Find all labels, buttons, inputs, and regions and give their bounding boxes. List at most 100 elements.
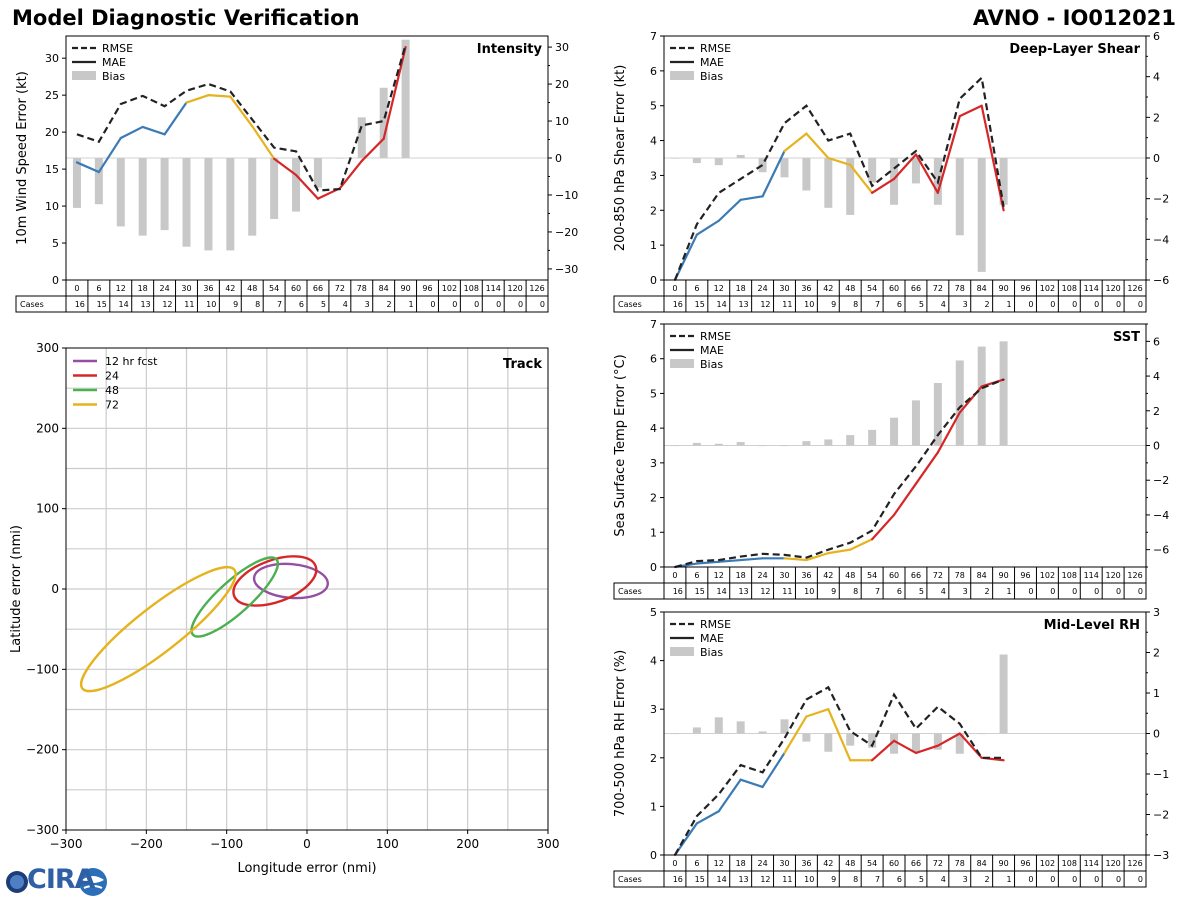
mae-line-segment (936, 411, 961, 454)
x-tick-label: −300 (50, 837, 83, 851)
y-tick-label: 0 (650, 561, 657, 574)
bias-bar (401, 39, 410, 158)
y2-tick-label: −10 (555, 189, 578, 202)
y-tick-label: 3 (650, 457, 657, 470)
case-count: 2 (387, 300, 392, 309)
case-count: 9 (831, 300, 836, 309)
forecast-hour-label: 60 (889, 571, 899, 580)
forecast-hour-label: 66 (911, 859, 921, 868)
case-count: 11 (782, 875, 792, 884)
forecast-hour-label: 36 (801, 859, 811, 868)
y-tick-label: 0 (650, 274, 657, 287)
forecast-hour-label: 6 (96, 284, 101, 293)
y2-tick-label: 6 (1153, 30, 1160, 43)
case-count: 2 (985, 300, 990, 309)
bias-bar (670, 733, 679, 735)
forecast-hour-label: 108 (1062, 284, 1077, 293)
bias-bar (292, 158, 301, 212)
bias-bar (313, 158, 322, 188)
y-tick-label: 5 (650, 387, 657, 400)
cases-row (15, 295, 549, 313)
case-count: 0 (1072, 587, 1077, 596)
bias-bar (736, 442, 745, 446)
bias-bar (802, 441, 811, 446)
case-count: 0 (1116, 875, 1121, 884)
bias-bar (955, 360, 964, 446)
legend-label: 12 hr fcst (105, 355, 158, 368)
case-count: 16 (673, 300, 683, 309)
bias-bar (999, 341, 1008, 446)
bias-bar (379, 87, 388, 158)
y2-tick-label: 0 (1153, 440, 1160, 453)
bias-bar (977, 733, 986, 735)
bias-bar (714, 717, 723, 734)
forecast-hour-label: 24 (757, 284, 767, 293)
y-tick-label: 0 (51, 582, 59, 596)
forecast-hour-label: 108 (1062, 859, 1077, 868)
legend-bias-label: Bias (700, 358, 723, 371)
y2-tick-label: −2 (1153, 474, 1169, 487)
forecast-hour-label: 90 (998, 859, 1008, 868)
y2-tick-label: 1 (1153, 687, 1160, 700)
mae-line-segment (827, 708, 852, 762)
y-axis-label: 10m Wind Speed Error (kt) (15, 71, 30, 245)
forecast-hour-label: 6 (694, 859, 699, 868)
track-error-ellipse (252, 562, 329, 600)
bias-bar (999, 158, 1008, 205)
case-count: 13 (738, 300, 748, 309)
case-count: 6 (299, 300, 304, 309)
y2-tick-label: −30 (555, 263, 578, 276)
case-count: 4 (941, 300, 946, 309)
y-tick-label: 5 (650, 606, 657, 619)
y-tick-label: 6 (650, 353, 657, 366)
forecast-hour-label: 114 (1084, 571, 1099, 580)
cases-row (613, 582, 1147, 600)
case-count: 0 (1028, 300, 1033, 309)
bias-bar (780, 158, 789, 178)
y2-tick-label: −20 (555, 226, 578, 239)
forecast-hour-label: 42 (823, 571, 833, 580)
y-tick-label: 1 (650, 800, 657, 813)
forecast-hour-label: 60 (291, 284, 301, 293)
y2-tick-label: −6 (1153, 544, 1169, 557)
mae-line-segment (185, 94, 210, 104)
x-tick-label: 100 (376, 837, 399, 851)
y-axis-label: 200-850 hPa Shear Error (kt) (613, 65, 628, 252)
rmse-line (674, 378, 1004, 569)
chart-title: Mid-Level RH (1044, 618, 1140, 633)
forecast-hour-label: 96 (1020, 284, 1030, 293)
mae-line-segment (119, 125, 144, 140)
y-tick-label: 4 (650, 135, 657, 148)
chart-track: −300 −200 −100 0 100 200 300 −300 −200 −100 0 100 20… (9, 341, 559, 876)
case-count: 0 (1072, 875, 1077, 884)
case-count: 13 (738, 875, 748, 884)
forecast-hour-label: 120 (1105, 284, 1120, 293)
bias-bar (933, 733, 942, 750)
y2-tick-label: −4 (1153, 509, 1169, 522)
bias-bar (846, 733, 855, 746)
forecast-hour-label: 36 (203, 284, 213, 293)
case-count: 13 (140, 300, 150, 309)
forecast-hour-label: 12 (116, 284, 126, 293)
y-tick-label: 2 (650, 204, 657, 217)
forecast-hour-label: 96 (1020, 571, 1030, 580)
mae-line-segment (338, 159, 363, 190)
forecast-hour-label: 24 (757, 571, 767, 580)
forecast-hour-label: 48 (845, 571, 855, 580)
mae-line-segment (914, 744, 939, 755)
case-count: 0 (1094, 587, 1099, 596)
forecast-hour-label: 126 (1127, 859, 1142, 868)
legend-label: 72 (105, 399, 119, 412)
mae-line-segment (717, 778, 742, 813)
mae-line-segment (871, 513, 896, 541)
y-tick-label: 5 (650, 100, 657, 113)
y2-tick-label: 30 (555, 41, 569, 54)
mae-line-segment (163, 101, 188, 136)
case-count: 11 (782, 587, 792, 596)
bias-bar (890, 733, 899, 754)
forecast-hour-label: 54 (867, 859, 877, 868)
mae-line-segment (892, 153, 918, 181)
chart-title: Deep-Layer Shear (1009, 42, 1140, 57)
case-count: 14 (717, 587, 727, 596)
bias-bar (72, 158, 81, 208)
